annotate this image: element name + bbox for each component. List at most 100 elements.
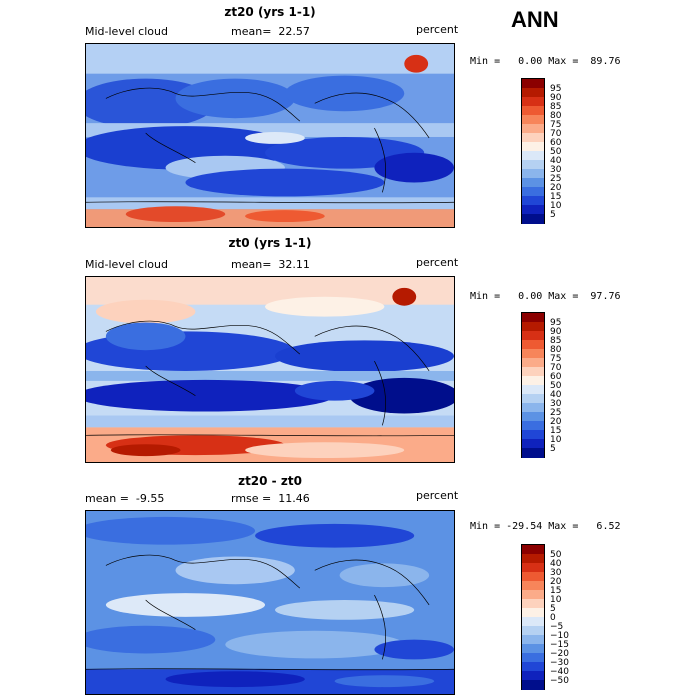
colorbar-tick-label: 10	[550, 435, 562, 445]
colorbar-swatch	[522, 608, 544, 618]
colorbar-tick-label: 15	[550, 586, 562, 596]
panel-2-units-label: percent	[416, 256, 459, 269]
colorbar-swatch	[522, 331, 544, 341]
colorbar-tick-label: 50	[550, 147, 562, 157]
colorbar-tick-label: 25	[550, 174, 562, 184]
colorbar-swatch	[522, 590, 544, 600]
colorbar-swatch	[522, 662, 544, 672]
panel-1-mean-label: mean= 22.57	[231, 25, 310, 38]
colorbar-tick-label: 5	[550, 210, 556, 220]
colorbar-tick-label: 20	[550, 183, 562, 193]
panel-2-colorbar	[521, 312, 545, 458]
colorbar-tick-label: 60	[550, 138, 562, 148]
panel-3-mean-label: mean = -9.55	[85, 492, 165, 505]
colorbar-swatch	[522, 142, 544, 152]
panel-2-map	[85, 276, 455, 463]
colorbar-swatch	[522, 572, 544, 582]
colorbar-tick-label: 75	[550, 354, 562, 364]
panel-1-map-field	[86, 44, 454, 227]
colorbar-swatch	[522, 448, 544, 458]
colorbar-swatch	[522, 106, 544, 116]
panel-1-title: zt20 (yrs 1-1)	[224, 5, 316, 19]
colorbar-tick-label: 20	[550, 577, 562, 587]
panel-2-title: zt0 (yrs 1-1)	[228, 236, 312, 250]
colorbar-tick-label: −40	[550, 667, 569, 677]
colorbar-tick-label: 95	[550, 318, 562, 328]
colorbar-tick-label: 15	[550, 426, 562, 436]
panel-3-rmse-label: rmse = 11.46	[231, 492, 310, 505]
colorbar-swatch	[522, 169, 544, 179]
panel-3-map-field	[86, 511, 454, 694]
colorbar-swatch	[522, 563, 544, 573]
colorbar-swatch	[522, 133, 544, 143]
panel-3-title: zt20 - zt0	[238, 474, 302, 488]
colorbar-tick-label: 25	[550, 408, 562, 418]
colorbar-tick-label: 70	[550, 129, 562, 139]
colorbar-swatch	[522, 545, 544, 555]
panel-3-map	[85, 510, 455, 695]
panel-1-colorbar	[521, 78, 545, 224]
panel-3-colorbar	[521, 544, 545, 690]
colorbar-tick-label: 10	[550, 595, 562, 605]
panel-1-minmax: Min = 0.00 Max = 89.76	[470, 56, 621, 67]
colorbar-swatch	[522, 313, 544, 323]
panel-3-units-label: percent	[416, 489, 459, 502]
colorbar-tick-label: −5	[550, 622, 564, 632]
colorbar-swatch	[522, 680, 544, 690]
colorbar-swatch	[522, 403, 544, 413]
colorbar-tick-label: 95	[550, 84, 562, 94]
colorbar-swatch	[522, 349, 544, 359]
colorbar-tick-label: −50	[550, 676, 569, 686]
colorbar-tick-label: 90	[550, 93, 562, 103]
colorbar-swatch	[522, 214, 544, 224]
colorbar-swatch	[522, 97, 544, 107]
colorbar-tick-label: 30	[550, 399, 562, 409]
colorbar-tick-label: 0	[550, 613, 556, 623]
panel-2-mean-label: mean= 32.11	[231, 258, 310, 271]
colorbar-swatch	[522, 671, 544, 681]
colorbar-swatch	[522, 617, 544, 627]
panel-1-map	[85, 43, 455, 228]
colorbar-swatch	[522, 626, 544, 636]
colorbar-swatch	[522, 196, 544, 206]
colorbar-swatch	[522, 644, 544, 654]
colorbar-swatch	[522, 160, 544, 170]
colorbar-swatch	[522, 635, 544, 645]
colorbar-swatch	[522, 79, 544, 89]
colorbar-swatch	[522, 599, 544, 609]
colorbar-swatch	[522, 394, 544, 404]
colorbar-tick-label: 75	[550, 120, 562, 130]
colorbar-tick-label: 5	[550, 604, 556, 614]
colorbar-swatch	[522, 187, 544, 197]
colorbar-swatch	[522, 115, 544, 125]
colorbar-swatch	[522, 178, 544, 188]
colorbar-tick-label: −15	[550, 640, 569, 650]
colorbar-swatch	[522, 151, 544, 161]
colorbar-swatch	[522, 421, 544, 431]
colorbar-swatch	[522, 412, 544, 422]
colorbar-swatch	[522, 376, 544, 386]
colorbar-tick-label: 40	[550, 390, 562, 400]
panel-1-units-label: percent	[416, 23, 459, 36]
colorbar-tick-label: 85	[550, 102, 562, 112]
colorbar-tick-label: 5	[550, 444, 556, 454]
colorbar-tick-label: 30	[550, 165, 562, 175]
colorbar-tick-label: 50	[550, 550, 562, 560]
colorbar-swatch	[522, 439, 544, 449]
colorbar-tick-label: 80	[550, 345, 562, 355]
season-label: ANN	[511, 7, 559, 32]
colorbar-tick-label: 70	[550, 363, 562, 373]
colorbar-tick-label: −30	[550, 658, 569, 668]
panel-3-minmax: Min = -29.54 Max = 6.52	[470, 521, 621, 532]
colorbar-swatch	[522, 367, 544, 377]
colorbar-tick-label: 90	[550, 327, 562, 337]
colorbar-tick-label: 20	[550, 417, 562, 427]
panel-2-minmax: Min = 0.00 Max = 97.76	[470, 291, 621, 302]
panel-1-variable-label: Mid-level cloud	[85, 25, 168, 38]
colorbar-tick-label: 60	[550, 372, 562, 382]
panel-2-map-field	[86, 277, 454, 462]
colorbar-tick-label: 40	[550, 156, 562, 166]
colorbar-swatch	[522, 124, 544, 134]
colorbar-swatch	[522, 88, 544, 98]
colorbar-tick-label: −20	[550, 649, 569, 659]
